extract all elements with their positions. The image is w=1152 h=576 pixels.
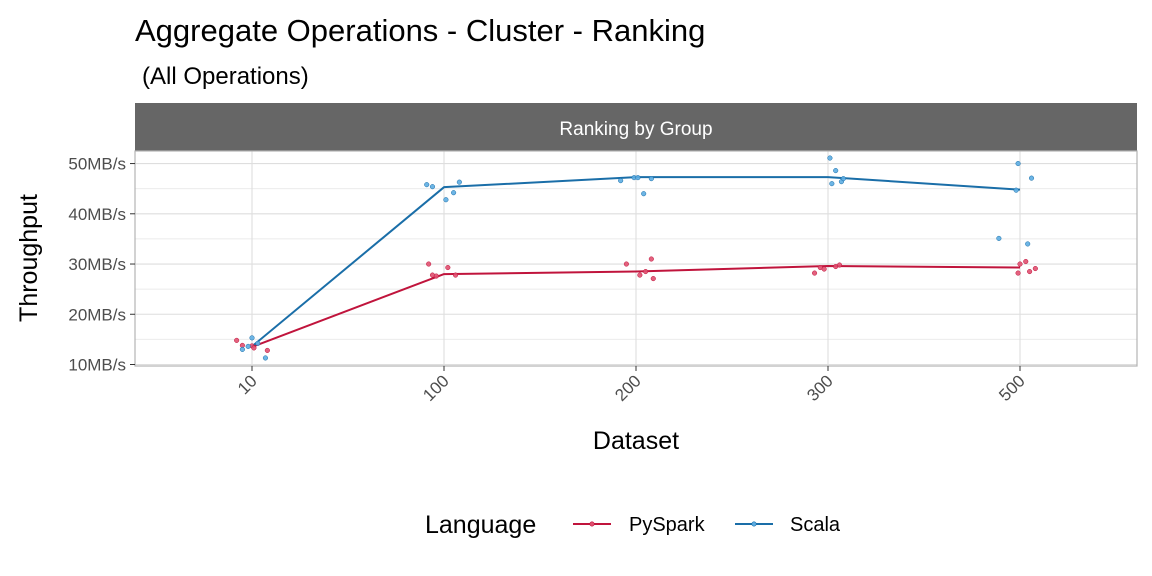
point-pyspark (1027, 269, 1033, 275)
point-pyspark (445, 264, 451, 271)
chart-title: Aggregate Operations - Cluster - Ranking (135, 13, 705, 48)
point-scala (424, 182, 430, 188)
point-pyspark (643, 269, 649, 275)
point-pyspark (650, 276, 656, 282)
legend-title: Language (425, 511, 536, 539)
point-pyspark (623, 261, 629, 267)
chart-subtitle: (All Operations) (142, 63, 309, 90)
legend-label-scala: Scala (790, 514, 841, 536)
point-scala (1025, 241, 1031, 247)
point-pyspark (1023, 258, 1029, 265)
point-pyspark (426, 261, 432, 267)
line-pyspark (251, 265, 1021, 348)
point-scala (648, 176, 654, 182)
point-pyspark (251, 345, 257, 351)
y-tick-label-30: 30MB/s (68, 255, 126, 274)
legend-label-pyspark: PySpark (629, 514, 706, 536)
facet-strip-label: Ranking by Group (559, 119, 712, 140)
point-scala (255, 340, 261, 346)
point-pyspark (452, 272, 459, 278)
point-scala (840, 176, 846, 182)
legend-dot-scala (751, 521, 757, 527)
point-pyspark (433, 273, 439, 279)
y-tick-label-10: 10MB/s (68, 355, 126, 374)
x-tick-label-200: 200 (611, 371, 644, 404)
point-pyspark (637, 272, 643, 278)
point-scala (239, 346, 245, 352)
point-scala (429, 184, 436, 190)
y-tick-label-40: 40MB/s (68, 205, 126, 224)
point-scala (829, 181, 835, 187)
major-gridlines (135, 151, 1137, 366)
point-scala (641, 191, 647, 197)
point-pyspark (1032, 265, 1038, 272)
point-pyspark (812, 270, 818, 276)
point-scala (833, 168, 839, 174)
x-axis-title: Dataset (593, 427, 679, 455)
y-axis-title: Throughput (15, 194, 43, 322)
series-points (234, 155, 1038, 361)
y-tick-label-50: 50MB/s (68, 155, 126, 174)
legend: Language PySpark Scala (425, 511, 841, 539)
facet-strip (135, 103, 1137, 151)
point-pyspark (1017, 261, 1023, 267)
y-axis: 10MB/s 20MB/s 30MB/s 40MB/s 50MB/s (68, 155, 135, 374)
point-pyspark (821, 266, 827, 272)
point-pyspark (1015, 270, 1021, 276)
point-scala (443, 197, 449, 203)
point-scala (262, 355, 268, 361)
point-scala (456, 179, 462, 185)
point-scala (827, 155, 833, 161)
legend-item-pyspark: PySpark (573, 514, 706, 536)
x-tick-label-10: 10 (234, 371, 261, 398)
x-axis: 10 100 200 300 500 (234, 366, 1029, 405)
y-tick-label-20: 20MB/s (68, 305, 126, 324)
point-pyspark (836, 262, 843, 268)
point-scala (635, 175, 641, 181)
x-tick-label-100: 100 (419, 371, 452, 404)
x-tick-label-500: 500 (995, 371, 1028, 404)
point-scala (1015, 161, 1021, 167)
point-scala (618, 178, 624, 184)
point-scala (1013, 187, 1019, 193)
point-pyspark (648, 256, 654, 262)
legend-dot-pyspark (589, 521, 595, 527)
point-scala (1028, 175, 1035, 181)
point-scala (451, 190, 457, 196)
point-pyspark (234, 337, 240, 343)
legend-item-scala: Scala (735, 514, 841, 536)
point-scala (249, 335, 255, 341)
point-pyspark (264, 347, 270, 353)
x-tick-label-300: 300 (803, 371, 836, 404)
point-scala (245, 343, 251, 349)
point-scala (996, 235, 1002, 241)
